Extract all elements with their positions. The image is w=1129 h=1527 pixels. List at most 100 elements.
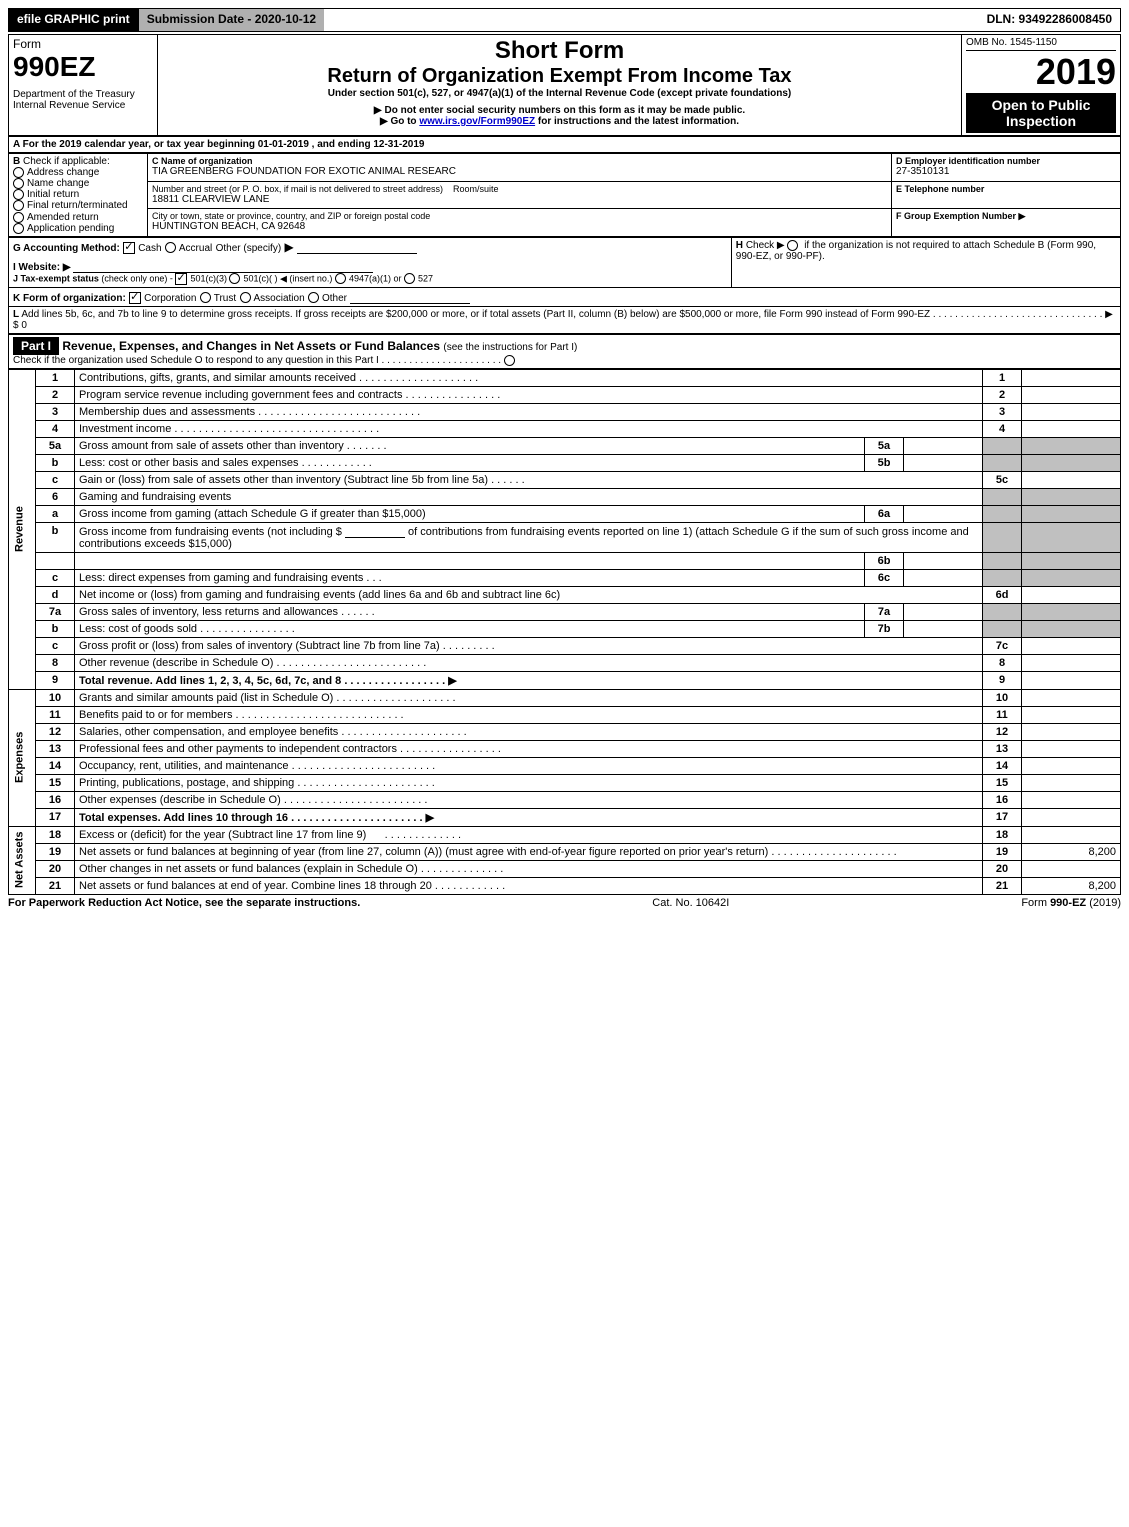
l11-box: 11 xyxy=(983,706,1022,723)
527-label: 527 xyxy=(418,273,433,283)
l20-amt xyxy=(1022,860,1121,877)
l5b-sub: 5b xyxy=(865,454,904,471)
l7c-desc: Gross profit or (loss) from sales of inv… xyxy=(75,637,983,654)
l5a-amtgray xyxy=(1022,437,1121,454)
cat-no: Cat. No. 10642I xyxy=(652,897,729,909)
l18-num: 18 xyxy=(36,826,75,843)
efile-print-button[interactable]: efile GRAPHIC print xyxy=(9,9,138,31)
period-label: A For the 2019 calendar year, or tax yea… xyxy=(9,137,1121,153)
section-h-label: H xyxy=(736,240,743,251)
l6b-subamt xyxy=(904,552,983,569)
section-j-note: (check only one) - xyxy=(101,273,173,283)
501c3-checkbox[interactable] xyxy=(175,273,187,285)
corporation-label: Corporation xyxy=(144,293,196,304)
ghijkl-table: G Accounting Method: Cash Accrual Other … xyxy=(8,237,1121,334)
tax-year: 2019 xyxy=(966,51,1116,93)
association-label: Association xyxy=(254,293,305,304)
association-checkbox[interactable] xyxy=(240,292,251,303)
dots-l: . . . . . . . . . . . . . . . . . . . . … xyxy=(933,309,1105,320)
l17-num: 17 xyxy=(36,808,75,826)
l13-num: 13 xyxy=(36,740,75,757)
l12-desc: Salaries, other compensation, and employ… xyxy=(75,723,983,740)
l8-amt xyxy=(1022,654,1121,671)
part1-title: Revenue, Expenses, and Changes in Net As… xyxy=(62,339,440,353)
short-form-title: Short Form xyxy=(162,37,957,65)
l1-num: 1 xyxy=(36,369,75,386)
l19-amt: 8,200 xyxy=(1022,843,1121,860)
l6a-num: a xyxy=(36,505,75,522)
l3-num: 3 xyxy=(36,403,75,420)
name-change-checkbox[interactable] xyxy=(13,178,24,189)
final-return-checkbox[interactable] xyxy=(13,200,24,211)
part1-sched-o-checkbox[interactable] xyxy=(504,355,515,366)
l6b-amount-input[interactable] xyxy=(345,525,405,538)
l5b-subamt xyxy=(904,454,983,471)
city-value: HUNTINGTON BEACH, CA 92648 xyxy=(152,221,887,232)
l6a-amtgray xyxy=(1022,505,1121,522)
addr-value: 18811 CLEARVIEW LANE xyxy=(152,194,887,205)
l16-amt xyxy=(1022,791,1121,808)
l2-desc: Program service revenue including govern… xyxy=(75,386,983,403)
irs-link[interactable]: www.irs.gov/Form990EZ xyxy=(419,116,535,127)
l12-num: 12 xyxy=(36,723,75,740)
l5a-boxgray xyxy=(983,437,1022,454)
address-change-checkbox[interactable] xyxy=(13,167,24,178)
section-f-label: F Group Exemption Number ▶ xyxy=(896,211,1116,222)
other-specify-input[interactable] xyxy=(297,241,417,254)
l7a-subamt xyxy=(904,603,983,620)
form-word: Form xyxy=(13,37,153,51)
l14-desc: Occupancy, rent, utilities, and maintena… xyxy=(75,757,983,774)
l7a-num: 7a xyxy=(36,603,75,620)
corporation-checkbox[interactable] xyxy=(129,292,141,304)
website-input[interactable] xyxy=(73,260,373,273)
initial-return-checkbox[interactable] xyxy=(13,189,24,200)
section-g-label: G Accounting Method: xyxy=(13,243,120,254)
form-number: 990EZ xyxy=(13,51,153,83)
addr-label: Number and street (or P. O. box, if mail… xyxy=(152,184,887,194)
l11-desc: Benefits paid to or for members . . . . … xyxy=(75,706,983,723)
other-org-input[interactable] xyxy=(350,291,470,304)
l10-desc: Grants and similar amounts paid (list in… xyxy=(75,689,983,706)
l14-amt xyxy=(1022,757,1121,774)
l7c-num: c xyxy=(36,637,75,654)
netassets-vert-label: Net Assets xyxy=(9,826,36,894)
l19-num: 19 xyxy=(36,843,75,860)
application-pending-checkbox[interactable] xyxy=(13,223,24,234)
l9-box: 9 xyxy=(983,671,1022,689)
top-bar: efile GRAPHIC print Submission Date - 20… xyxy=(8,8,1121,32)
amended-return-checkbox[interactable] xyxy=(13,212,24,223)
trust-checkbox[interactable] xyxy=(200,292,211,303)
section-j-label: J Tax-exempt status xyxy=(13,273,99,283)
section-e-cell: E Telephone number xyxy=(892,181,1121,209)
section-e-label: E Telephone number xyxy=(896,184,1116,194)
l6-num: 6 xyxy=(36,488,75,505)
l6c-desc: Less: direct expenses from gaming and fu… xyxy=(75,569,865,586)
cash-checkbox[interactable] xyxy=(123,242,135,254)
l15-box: 15 xyxy=(983,774,1022,791)
l21-box: 21 xyxy=(983,877,1022,894)
l6c-boxgray xyxy=(983,569,1022,586)
return-title: Return of Organization Exempt From Incom… xyxy=(162,65,957,88)
l14-box: 14 xyxy=(983,757,1022,774)
no-ssn-note: Do not enter social security numbers on … xyxy=(162,105,957,116)
l6b-num: b xyxy=(36,522,75,552)
501c-checkbox[interactable] xyxy=(229,273,240,284)
section-h-check: Check ▶ xyxy=(746,240,785,251)
l2-num: 2 xyxy=(36,386,75,403)
l6-desc: Gaming and fundraising events xyxy=(75,488,983,505)
accrual-checkbox[interactable] xyxy=(165,242,176,253)
l3-box: 3 xyxy=(983,403,1022,420)
city-cell: City or town, state or province, country… xyxy=(148,209,892,237)
l6b2-desc xyxy=(75,552,865,569)
527-checkbox[interactable] xyxy=(404,273,415,284)
l5b-desc: Less: cost or other basis and sales expe… xyxy=(75,454,865,471)
l8-box: 8 xyxy=(983,654,1022,671)
l5a-sub: 5a xyxy=(865,437,904,454)
section-i-label: I Website: ▶ xyxy=(13,260,727,273)
sched-b-checkbox[interactable] xyxy=(787,240,798,251)
l9-desc: Total revenue. Add lines 1, 2, 3, 4, 5c,… xyxy=(75,671,983,689)
other-org-checkbox[interactable] xyxy=(308,292,319,303)
4947-checkbox[interactable] xyxy=(335,273,346,284)
l2-box: 2 xyxy=(983,386,1022,403)
l6b2-num xyxy=(36,552,75,569)
